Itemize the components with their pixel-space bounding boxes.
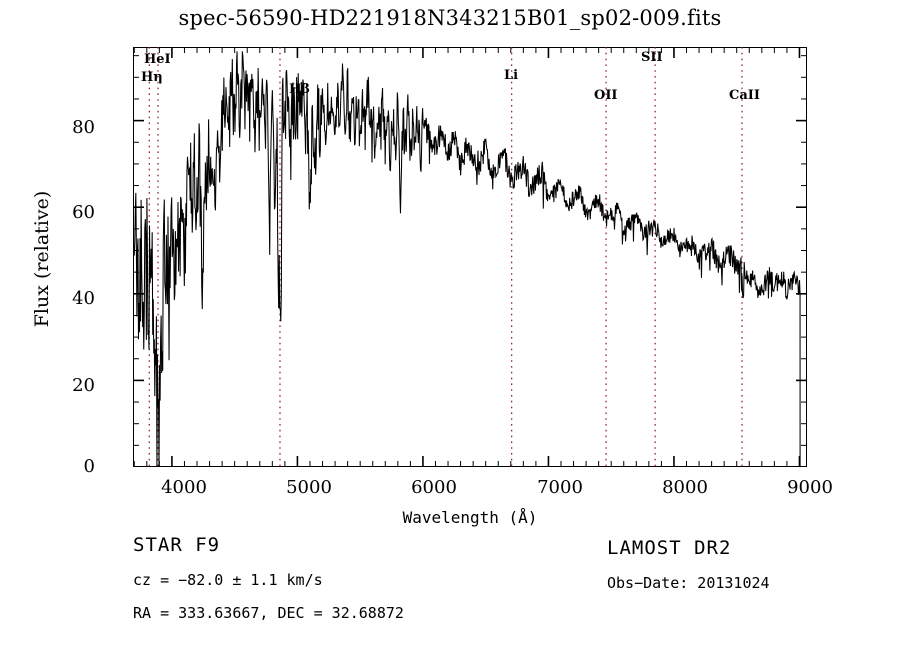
plot-canvas <box>133 47 807 467</box>
y-tick-label: 60 <box>72 202 95 223</box>
coordinates-label: RA = 333.63667, DEC = 32.68872 <box>133 604 404 622</box>
y-tick-label: 0 <box>83 456 95 477</box>
page-title: spec-56590-HD221918N343215B01_sp02-009.f… <box>178 6 722 30</box>
line-marker-label-li: Li <box>504 68 519 83</box>
spectrum-trace <box>133 51 801 467</box>
line-markers <box>148 47 743 467</box>
line-marker-label-h: Hβ <box>289 82 310 97</box>
line-marker-label-caii: CaII <box>729 88 760 103</box>
survey-label: LAMOST DR2 <box>607 537 732 559</box>
obs-date-label: Obs−Date: 20131024 <box>607 574 770 592</box>
x-tick-label: 9000 <box>787 477 833 498</box>
line-marker-label-sii: SII <box>641 50 663 65</box>
x-tick-label: 4000 <box>161 477 207 498</box>
x-axis-title: Wavelength (Å) <box>402 508 538 527</box>
x-tick-label: 8000 <box>662 477 708 498</box>
redshift-velocity-label: cz = −82.0 ± 1.1 km/s <box>133 571 323 589</box>
object-class-label: STAR F9 <box>133 534 221 556</box>
spectrum-svg <box>133 47 807 467</box>
x-tick-label: 5000 <box>286 477 332 498</box>
line-marker-label-hei: HeI <box>144 52 171 67</box>
y-axis-title: Flux (relative) <box>31 190 53 328</box>
y-tick-label: 40 <box>72 288 95 309</box>
x-tick-label: 6000 <box>411 477 457 498</box>
y-tick-label: 20 <box>72 375 95 396</box>
line-marker-label-h: Hη <box>141 70 163 85</box>
x-tick-label: 7000 <box>537 477 583 498</box>
line-marker-label-oii: OII <box>594 88 618 103</box>
y-tick-label: 80 <box>72 117 95 138</box>
